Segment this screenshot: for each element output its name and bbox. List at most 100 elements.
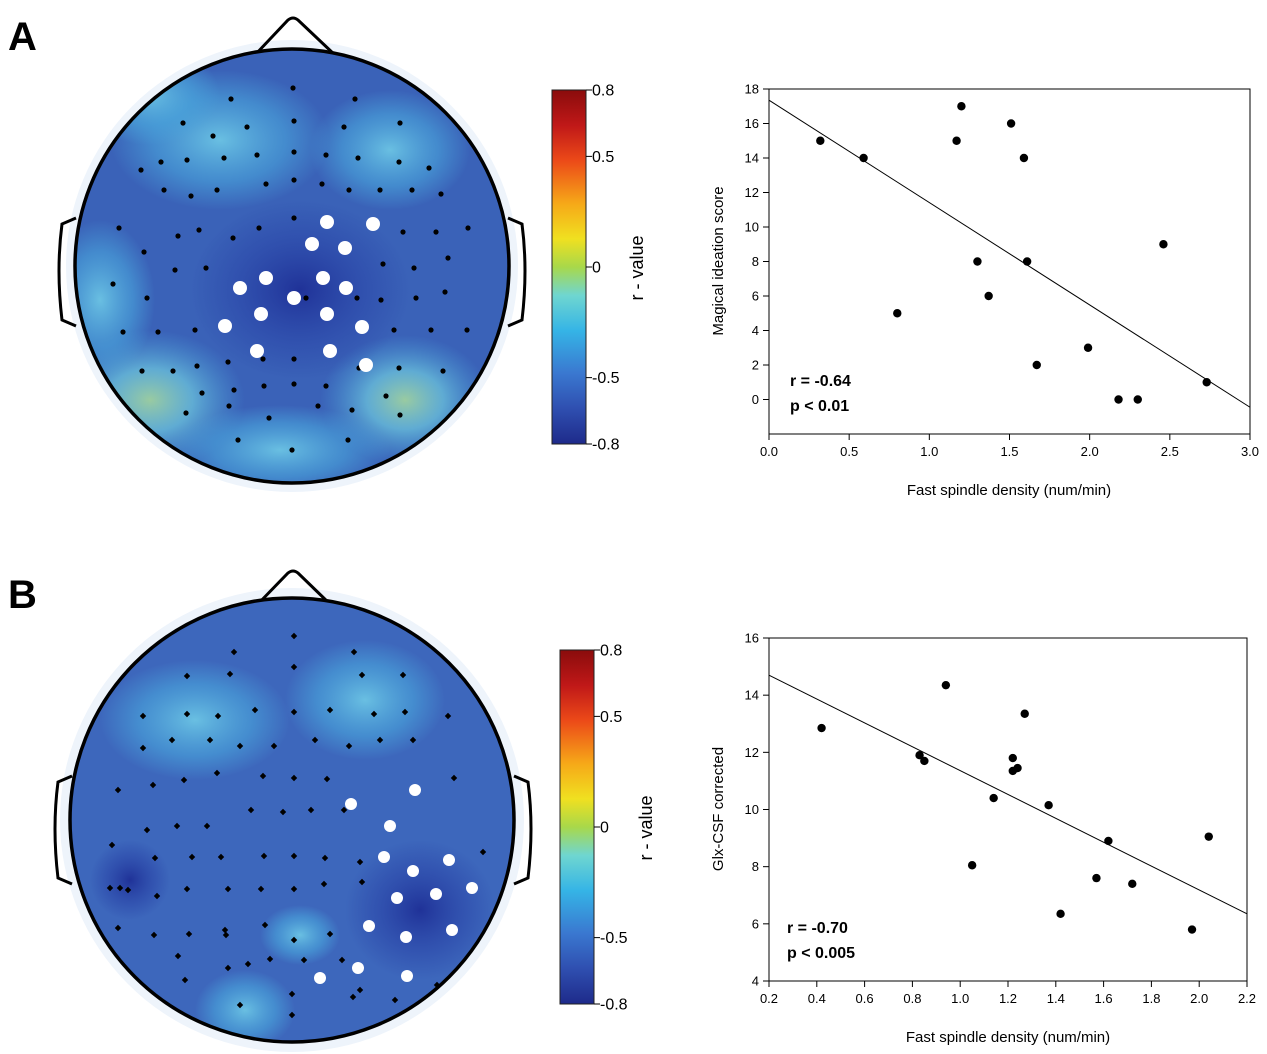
- y-axis-title-b: Glx-CSF corrected: [710, 747, 727, 871]
- significant-electrode-marker: [409, 784, 421, 796]
- colorbar-tick-label: 0: [600, 820, 609, 837]
- y-tick-label: 6: [752, 289, 759, 304]
- colorbar-tick-label: 0.5: [592, 149, 614, 166]
- scatter-point: [1008, 753, 1017, 763]
- electrode-marker: [213, 769, 221, 777]
- electrode-marker: [168, 736, 176, 744]
- colorbar-tick-label: 0.5: [600, 709, 622, 726]
- electrode-marker: [444, 712, 452, 720]
- electrode-marker: [345, 742, 353, 750]
- electrode-marker: [192, 327, 198, 333]
- electrode-marker: [290, 885, 298, 893]
- scatter-point: [984, 291, 993, 301]
- electrode-marker: [338, 956, 346, 964]
- significant-electrode-marker: [384, 820, 396, 832]
- electrode-marker: [465, 225, 471, 231]
- electrode-marker: [481, 981, 489, 989]
- significant-electrode-marker: [378, 851, 390, 863]
- significant-electrode-marker: [401, 970, 413, 982]
- scatter-point: [973, 257, 982, 266]
- electrode-marker: [173, 822, 181, 830]
- x-tick-label: 0.8: [903, 991, 921, 1006]
- electrode-marker: [174, 952, 182, 960]
- scatter-point: [957, 102, 966, 111]
- electrode-marker: [399, 671, 407, 679]
- topomap-b: [53, 569, 533, 1052]
- electrode-marker: [290, 85, 296, 91]
- electrode-marker: [400, 229, 406, 235]
- colorbar-b: 0.8 0.5 0 -0.5 -0.8 r - value: [559, 643, 656, 1014]
- electrode-marker: [251, 706, 259, 714]
- scalp-region-temporal-left: [75, 220, 155, 380]
- electrode-marker: [315, 403, 321, 409]
- significant-electrode-marker: [250, 344, 264, 358]
- electrode-marker: [203, 822, 211, 830]
- electrode-marker: [261, 383, 267, 389]
- left-ear-icon: [57, 216, 77, 328]
- scatter-point: [1114, 395, 1123, 404]
- electrode-marker: [196, 227, 202, 233]
- electrode-marker: [450, 774, 458, 782]
- regression-line-b: [768, 674, 1248, 915]
- y-axis-title-a: Magical ideation score: [710, 186, 727, 335]
- scatter-point: [1187, 925, 1197, 934]
- electrode-marker: [149, 781, 157, 789]
- electrode-marker: [355, 155, 361, 161]
- electrode-marker: [290, 708, 298, 716]
- electrode-marker: [354, 295, 360, 301]
- significant-electrode-marker: [316, 271, 330, 285]
- x-axis-title-b: Fast spindle density (num/min): [906, 1029, 1110, 1046]
- colorbar-a-gradient: [551, 89, 587, 445]
- electrode-marker: [226, 670, 234, 678]
- electrode-marker: [300, 956, 308, 964]
- scatter-point: [1013, 763, 1022, 773]
- electrode-marker: [185, 930, 193, 938]
- electrode-marker: [323, 383, 329, 389]
- electrode-marker: [409, 736, 417, 744]
- electrode-marker: [383, 393, 389, 399]
- stat-p-a: p < 0.01: [790, 398, 849, 415]
- electrode-marker: [356, 858, 364, 866]
- electrode-marker: [230, 235, 236, 241]
- x-tick-label: 2.0: [1081, 444, 1099, 459]
- electrode-marker: [217, 853, 225, 861]
- significant-electrode-marker: [233, 281, 247, 295]
- electrode-marker: [139, 712, 147, 720]
- left-ear-icon: [53, 774, 73, 886]
- colorbar-b-title: r - value: [636, 795, 656, 860]
- electrode-marker: [260, 356, 266, 362]
- electrode-marker: [319, 181, 325, 187]
- electrode-marker: [356, 986, 364, 994]
- electrode-marker: [397, 412, 403, 418]
- electrode-marker: [214, 712, 222, 720]
- electrode-marker: [183, 410, 189, 416]
- electrode-marker: [391, 996, 399, 1004]
- scatter-point: [859, 153, 868, 163]
- electrode-marker: [323, 775, 331, 783]
- electrode-marker: [106, 884, 114, 892]
- electrode-marker: [290, 936, 298, 944]
- colorbar-a-title: r - value: [627, 235, 647, 300]
- scatter-point: [1128, 879, 1137, 889]
- y-tick-label: 16: [745, 116, 759, 131]
- head-outline: [73, 47, 511, 485]
- scatter-point: [1159, 240, 1168, 249]
- significant-electrode-marker: [320, 307, 334, 321]
- scatter-point: [1020, 709, 1029, 718]
- nose-icon: [254, 569, 334, 608]
- electrode-marker: [349, 993, 357, 1001]
- colorbar-tick-label: -0.8: [592, 437, 620, 454]
- electrode-marker: [291, 118, 297, 124]
- electrode-marker: [183, 710, 191, 718]
- significant-electrode-marker: [259, 271, 273, 285]
- scatter-point: [967, 861, 977, 870]
- electrode-marker: [380, 261, 386, 267]
- electrode-marker: [124, 886, 132, 894]
- y-tick-label: 12: [745, 185, 759, 200]
- electrode-marker: [206, 736, 214, 744]
- electrode-marker: [158, 159, 164, 165]
- electrode-marker: [391, 327, 397, 333]
- significant-electrode-marker: [446, 924, 458, 936]
- colorbar-tick-label: 0.8: [600, 643, 622, 660]
